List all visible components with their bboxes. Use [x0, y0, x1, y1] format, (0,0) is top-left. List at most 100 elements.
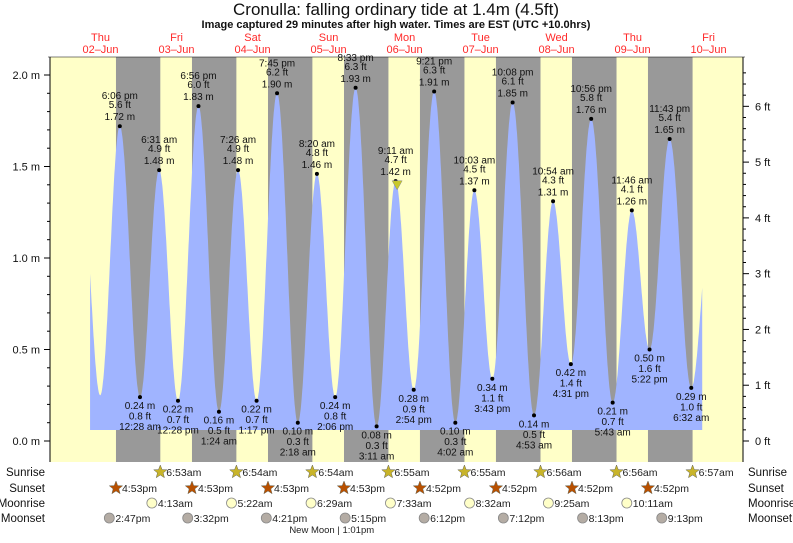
low-label: 0.22 m — [241, 405, 272, 416]
moonrise-icon — [464, 497, 475, 509]
high-point — [275, 91, 280, 96]
high-label: 1.76 m — [576, 105, 607, 116]
low-label: 1:24 am — [201, 437, 237, 448]
low-label: 4:53 am — [516, 440, 552, 451]
high-label: 6.0 ft — [187, 80, 209, 91]
sunset-time: 4:52pm — [502, 483, 537, 495]
low-label: 0.16 m — [204, 416, 235, 427]
high-label: 6.1 ft — [502, 76, 524, 87]
day-date-label: 02–Jun — [82, 44, 118, 56]
moonrise-time: 8:32am — [476, 498, 511, 510]
low-label: 0.34 m — [477, 383, 508, 394]
high-point — [667, 137, 672, 142]
low-label: 0.14 m — [519, 419, 550, 430]
left-tick-label: 1.0 m — [12, 253, 40, 265]
high-point — [353, 85, 358, 90]
moonset-time: 9:13pm — [668, 513, 703, 525]
high-label: 1.85 m — [497, 88, 528, 99]
day-date-label: 07–Jun — [462, 44, 498, 56]
low-point — [532, 413, 537, 418]
moonset-icon — [418, 512, 430, 524]
high-label: 6:06 pm — [102, 91, 138, 102]
sunset-icon — [184, 480, 200, 495]
high-label: 1.48 m — [223, 156, 254, 167]
low-point — [254, 398, 259, 403]
low-label: 0.8 ft — [129, 412, 151, 423]
high-label: 10:08 pm — [492, 67, 534, 78]
low-label: 0.7 ft — [167, 415, 189, 426]
sunrise-time: 6:56am — [623, 467, 658, 479]
low-label: 1.4 ft — [560, 379, 582, 390]
moonrise-icon — [226, 497, 237, 509]
sunrise-icon — [457, 464, 472, 479]
low-label: 0.10 m — [440, 427, 471, 438]
day-date-label: 05–Jun — [310, 44, 346, 56]
low-label: 1.1 ft — [481, 393, 503, 404]
low-point — [411, 387, 416, 392]
day-name-label: Tue — [471, 32, 490, 44]
sunrise-time: 6:53am — [166, 467, 201, 479]
sunrise-time: 6:57am — [699, 467, 734, 479]
axes: 0.0 m 0.5 m 1.0 m 1.5 m 2.0 m 0 ft 1 ft 2 ft 3 f… — [12, 56, 770, 462]
high-point — [510, 100, 515, 105]
moonset-time: 6:12pm — [430, 513, 465, 525]
high-point — [117, 124, 122, 129]
low-label: 4:02 am — [437, 448, 473, 459]
sunset-time: 4:53pm — [350, 483, 385, 495]
moonset-time: 2:47pm — [115, 513, 150, 525]
low-label: 0.10 m — [283, 427, 314, 438]
moonset-icon — [577, 512, 588, 524]
high-label: 1.46 m — [302, 160, 333, 171]
moonset-icon — [339, 512, 351, 524]
day-name-label: Sun — [319, 32, 339, 44]
day-date-label: 04–Jun — [234, 44, 270, 56]
right-tick-label: 4 ft — [755, 213, 770, 225]
low-point — [295, 420, 300, 425]
low-point — [175, 398, 180, 403]
high-label: 6:31 am — [141, 135, 177, 146]
left-tick-label: 0.0 m — [12, 436, 40, 448]
high-label: 10:03 am — [454, 155, 496, 166]
moonset-row-label-left: Moonset — [1, 513, 46, 525]
low-label: 4:31 pm — [553, 389, 589, 400]
high-label: 1.72 m — [105, 112, 136, 123]
moonset-time: 5:15pm — [351, 513, 386, 525]
sunrise-time: 6:55am — [470, 467, 505, 479]
low-label: 5:43 am — [595, 428, 631, 439]
tide-area — [90, 87, 703, 431]
high-label: 1.65 m — [654, 125, 685, 136]
low-label: 0.9 ft — [403, 404, 425, 415]
moonrise-time: 4:13am — [158, 498, 193, 510]
high-label: 5.4 ft — [659, 113, 681, 124]
high-label: 1.42 m — [380, 167, 411, 178]
low-label: 0.3 ft — [365, 441, 387, 452]
high-label: 4.7 ft — [384, 155, 406, 166]
moonset-icon — [103, 512, 115, 524]
astro-rows: Sunrise Sunrise 6:53am 6:54am 6:54am 6:55am 6:… — [0, 464, 793, 536]
right-tick-label: 2 ft — [755, 324, 770, 336]
moonset-icon — [182, 512, 194, 524]
moonset-row-label-right: Moonset — [748, 513, 793, 525]
day-name-label: Sat — [244, 32, 261, 44]
high-label: 6.3 ft — [423, 65, 445, 76]
high-label: 8:20 am — [299, 139, 335, 150]
moonset-time: 4:21pm — [272, 513, 307, 525]
high-label: 4.9 ft — [227, 144, 249, 155]
low-point — [568, 362, 573, 367]
low-label: 3:43 pm — [474, 404, 510, 415]
high-point — [432, 89, 437, 94]
current-tide-marker — [391, 180, 403, 191]
low-label: 0.8 ft — [324, 412, 346, 423]
low-label: 0.5 ft — [208, 426, 230, 437]
low-label: 0.08 m — [361, 430, 392, 441]
high-point — [314, 171, 319, 176]
moon-phase-label: New Moon | 1:01pm — [289, 525, 374, 536]
low-point — [689, 385, 694, 390]
high-label: 5.6 ft — [109, 100, 131, 111]
low-label: 0.3 ft — [287, 437, 309, 448]
low-label: 0.42 m — [556, 368, 587, 379]
high-label: 8:33 pm — [338, 53, 374, 64]
day-date-label: 08–Jun — [539, 44, 575, 56]
